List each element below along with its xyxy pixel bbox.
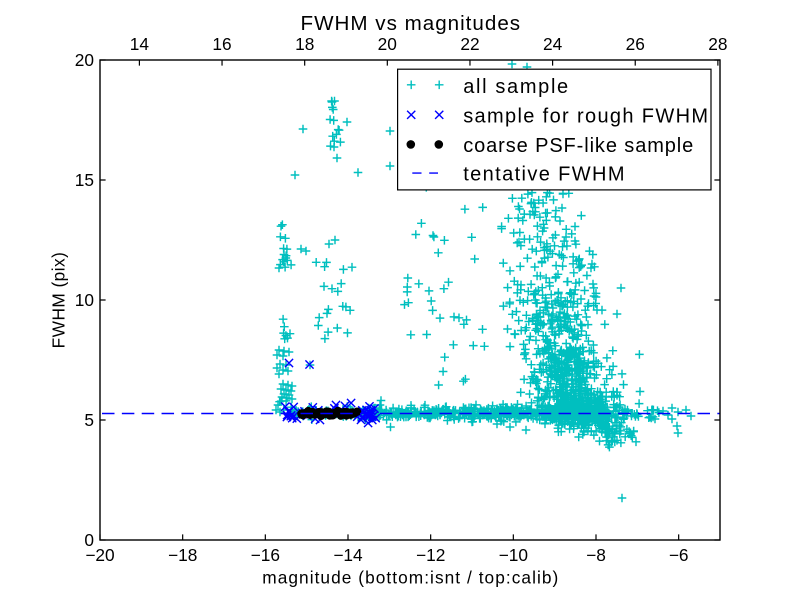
svg-text:22: 22 <box>460 34 479 54</box>
svg-text:0: 0 <box>84 530 94 550</box>
svg-text:24: 24 <box>543 34 563 54</box>
svg-text:magnitude (bottom:isnt / top:c: magnitude (bottom:isnt / top:calib) <box>262 568 559 588</box>
svg-text:−16: −16 <box>251 545 280 565</box>
svg-text:26: 26 <box>626 34 645 54</box>
svg-text:15: 15 <box>75 170 94 190</box>
svg-text:−18: −18 <box>168 545 197 565</box>
svg-text:20: 20 <box>378 34 397 54</box>
svg-text:−10: −10 <box>499 545 528 565</box>
svg-text:5: 5 <box>84 410 94 430</box>
svg-text:18: 18 <box>295 34 314 54</box>
svg-text:28: 28 <box>708 34 727 54</box>
svg-text:tentative FWHM: tentative FWHM <box>463 164 626 186</box>
svg-text:20: 20 <box>75 50 94 70</box>
svg-text:coarse PSF-like sample: coarse PSF-like sample <box>463 135 694 157</box>
svg-text:−20: −20 <box>85 545 114 565</box>
svg-text:FWHM vs magnitudes: FWHM vs magnitudes <box>301 12 522 35</box>
svg-text:all sample: all sample <box>463 76 570 98</box>
svg-text:10: 10 <box>75 290 94 310</box>
svg-text:−8: −8 <box>586 545 606 565</box>
svg-text:−14: −14 <box>333 545 363 565</box>
svg-text:16: 16 <box>212 34 231 54</box>
svg-text:14: 14 <box>130 34 150 54</box>
svg-text:−6: −6 <box>669 545 689 565</box>
svg-text:−12: −12 <box>416 545 445 565</box>
svg-text:sample for rough FWHM: sample for rough FWHM <box>463 106 709 128</box>
svg-text:FWHM (pix): FWHM (pix) <box>49 252 69 349</box>
